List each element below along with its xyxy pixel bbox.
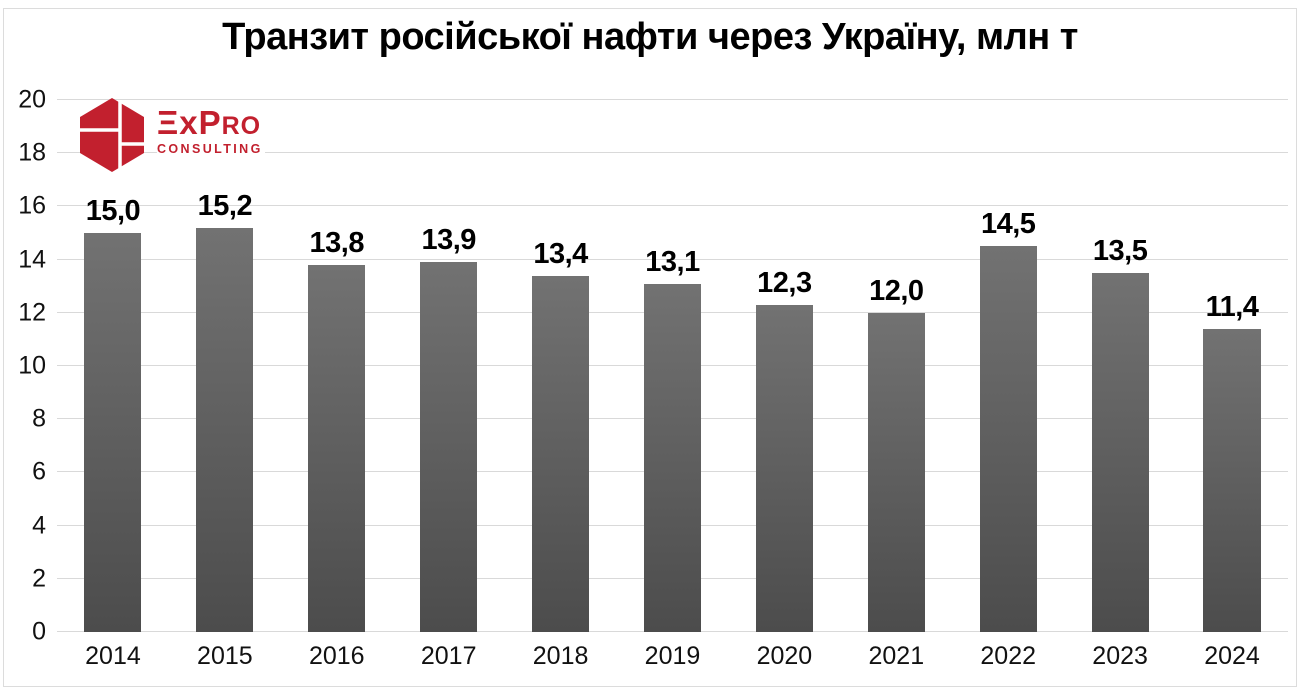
- expro-brand-x: x: [179, 104, 199, 141]
- x-tick-label: 2020: [756, 642, 813, 670]
- bar-value-label: 15,0: [85, 195, 141, 227]
- y-tick-label: 6: [32, 457, 46, 486]
- expro-logo: ΞxPRO CONSULTING: [80, 98, 265, 172]
- x-tick-label: 2024: [1204, 642, 1260, 670]
- bar-slot: 12,0: [840, 100, 952, 632]
- y-tick-label: 14: [18, 245, 46, 274]
- x-axis: 2014 2015 2016 2017 2018 2019 2020 2021 2022 2023…: [57, 642, 1288, 671]
- bar-value-label: 15,2: [197, 189, 253, 222]
- expro-brand-name: ΞxPRO: [157, 106, 265, 139]
- gridline: [57, 99, 1288, 100]
- y-tick-label: 2: [32, 564, 46, 593]
- bar-slot: 11,4: [1176, 100, 1288, 632]
- expro-hexagon-icon: [80, 98, 144, 172]
- bar-value-label: 11,4: [1205, 290, 1259, 323]
- bar: [84, 233, 142, 632]
- bar-slot: 13,4: [505, 100, 617, 632]
- bar-slot: 13,1: [617, 100, 729, 632]
- bar: [643, 283, 702, 632]
- x-tick-label: 2017: [420, 642, 477, 670]
- x-tick-label: 2015: [197, 642, 253, 670]
- x-tick-label: 2018: [532, 642, 589, 670]
- bar: [1203, 328, 1261, 632]
- bar-value-label: 12,0: [869, 274, 924, 307]
- gridline: [57, 205, 1288, 207]
- bar: [755, 304, 813, 632]
- bar-value-label: 13,9: [421, 224, 476, 257]
- expro-brand-subtitle: CONSULTING: [157, 142, 265, 156]
- y-tick-label: 8: [32, 404, 46, 433]
- expro-brand-e: Ξ: [157, 104, 180, 141]
- gridline: [57, 258, 1288, 260]
- chart-title: Транзит російської нафти через Україну, …: [222, 16, 1078, 58]
- y-tick-label: 4: [32, 511, 46, 540]
- bar: [867, 312, 925, 632]
- y-tick-label: 0: [32, 617, 46, 646]
- bar-value-label: 13,1: [645, 245, 700, 278]
- bar: [979, 246, 1037, 632]
- bars-container: 15,0 15,2 13,8 13,9 13,4 13,1 12,3 12,0 14,5 13,5…: [57, 100, 1288, 632]
- bar-slot: 13,9: [393, 100, 505, 632]
- gridline: [57, 152, 1288, 154]
- bar-value-label: 13,4: [533, 237, 588, 270]
- y-tick-label: 10: [18, 351, 46, 380]
- bar-value-label: 14,5: [980, 208, 1036, 241]
- bar-value-label: 12,3: [757, 266, 812, 299]
- bar-slot: 15,2: [169, 100, 281, 632]
- bar-value-label: 13,8: [309, 226, 365, 259]
- bar: [420, 262, 478, 632]
- x-tick-label: 2023: [1092, 642, 1148, 670]
- bar-slot: 13,8: [281, 100, 393, 632]
- y-axis: 0 2 4 6 8 10 12 14 16 18 20: [0, 87, 46, 644]
- y-tick-label: 20: [18, 85, 46, 114]
- plot-area: 15,0 15,2 13,8 13,9 13,4 13,1 12,3 12,0 14,5 13,5…: [57, 99, 1288, 632]
- bar-slot: 12,3: [728, 100, 840, 632]
- expro-logo-text: ΞxPRO CONSULTING: [157, 106, 265, 158]
- bar: [196, 227, 254, 632]
- x-tick-label: 2022: [980, 642, 1037, 670]
- expro-brand-p: P: [198, 104, 222, 141]
- bar: [308, 264, 366, 632]
- bar-slot: 15,0: [57, 100, 169, 632]
- bar: [532, 275, 590, 632]
- y-tick-label: 18: [18, 138, 46, 167]
- x-tick-label: 2019: [644, 642, 701, 670]
- expro-brand-ro: RO: [221, 112, 262, 140]
- bar-slot: 14,5: [952, 100, 1064, 632]
- x-tick-label: 2016: [308, 642, 365, 670]
- bar-slot: 13,5: [1064, 100, 1176, 632]
- x-tick-label: 2021: [868, 642, 925, 670]
- bar-value-label: 13,5: [1092, 234, 1148, 267]
- bar: [1091, 272, 1149, 632]
- y-tick-label: 16: [18, 191, 46, 220]
- x-tick-label: 2014: [85, 642, 141, 670]
- y-tick-label: 12: [18, 298, 46, 327]
